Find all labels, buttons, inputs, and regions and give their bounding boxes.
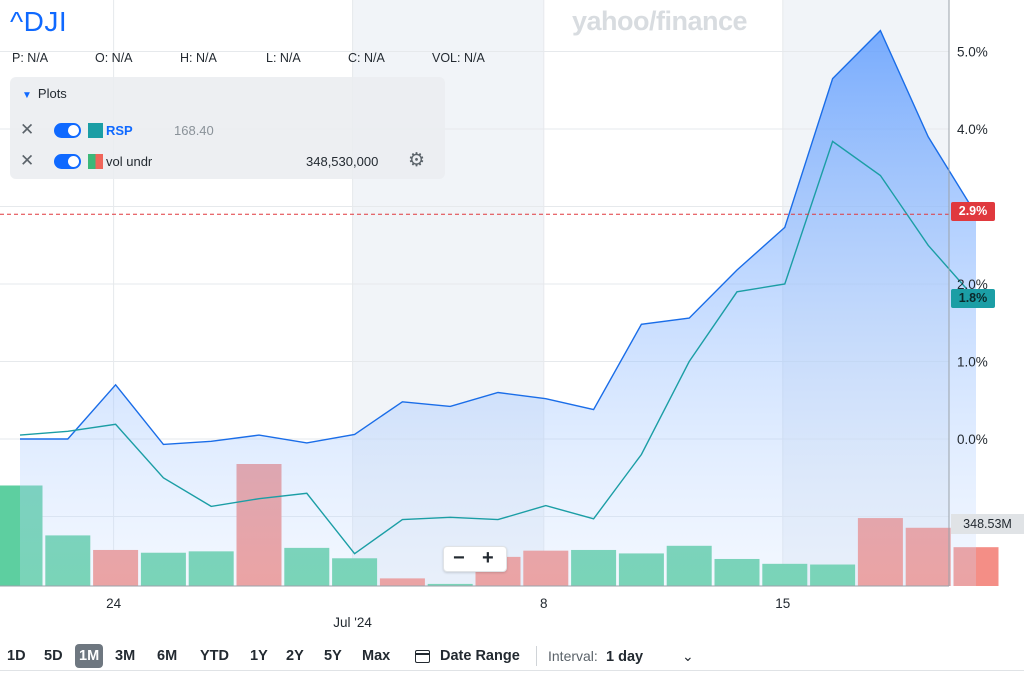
plots-toggle[interactable]: ▼ Plots	[22, 86, 67, 101]
interval-label: Interval:	[548, 648, 598, 664]
main-series-line	[20, 29, 977, 446]
y-tick-label: 2.0%	[957, 277, 988, 292]
ticker-symbol: ^DJI	[10, 6, 68, 37]
calendar-icon[interactable]	[415, 650, 430, 663]
interval-select[interactable]: 1 day	[606, 649, 644, 665]
ohlc-value: N/A	[363, 51, 385, 65]
x-tick-label: 8	[540, 596, 548, 611]
ohlc-field: L: N/A	[266, 51, 301, 65]
ohlc-field: P: N/A	[12, 51, 48, 65]
yahoo-finance-watermark: yahoo/finance	[572, 6, 748, 36]
ohlc-label: VOL:	[432, 51, 464, 65]
ohlc-field: H: N/A	[180, 51, 217, 65]
triangle-down-icon: ▼	[22, 90, 32, 101]
range-button-5d[interactable]: 5D	[44, 648, 63, 664]
ohlc-value: N/A	[279, 51, 301, 65]
y-tick-label: 4.0%	[957, 122, 988, 137]
plots-legend-panel: ▼ Plots ✕ RSP 168.40 ✕ vol undr 348,530,0…	[10, 77, 445, 179]
range-button-1y[interactable]: 1Y	[250, 648, 268, 664]
ohlc-field: VOL: N/A	[432, 51, 485, 65]
volume-color-swatch[interactable]	[88, 154, 103, 169]
ohlc-value: N/A	[463, 51, 485, 65]
bottom-divider	[0, 670, 1024, 671]
compare-series-line	[19, 140, 977, 555]
x-tick-label: 24	[106, 596, 122, 611]
ohlc-field: C: N/A	[348, 51, 385, 65]
ohlc-label: H:	[180, 51, 196, 65]
ohlc-label: O:	[95, 51, 112, 65]
gear-icon[interactable]: ⚙	[408, 150, 426, 171]
y-tick-label: 0.0%	[957, 432, 988, 447]
volume-label: vol undr	[106, 154, 153, 169]
x-tick-label: 15	[775, 596, 790, 611]
ohlc-value: N/A	[27, 51, 49, 65]
range-button-ytd[interactable]: YTD	[200, 648, 229, 664]
rsp-value: 168.40	[174, 123, 214, 138]
date-range-button[interactable]: Date Range	[440, 648, 520, 664]
main-series-area	[20, 30, 976, 587]
volume-value: 348,530,000	[306, 154, 379, 169]
plot-row-volume: ✕ vol undr 348,530,000 ⚙	[10, 150, 445, 174]
zoom-controls: − +	[443, 546, 507, 572]
zoom-out-button[interactable]: −	[453, 547, 465, 569]
range-toolbar: 1D 5D 1M 3M 6M YTD 1Y 2Y 5Y Max Date Range Interv…	[0, 638, 1024, 670]
range-button-6m[interactable]: 6M	[157, 648, 178, 664]
range-button-1m[interactable]: 1M	[75, 644, 104, 668]
remove-rsp-close-icon[interactable]: ✕	[20, 120, 35, 139]
y-tick-label: 1.0%	[957, 355, 988, 370]
zoom-in-button[interactable]: +	[482, 547, 494, 569]
range-button-1d[interactable]: 1D	[7, 648, 26, 664]
rsp-label[interactable]: RSP	[106, 123, 133, 138]
range-button-5y[interactable]: 5Y	[324, 648, 342, 664]
volume-tag: 348.53M	[951, 514, 1024, 534]
rsp-color-swatch[interactable]	[88, 123, 103, 138]
plots-title: Plots	[37, 86, 67, 101]
main-price-tag: 2.9%	[951, 202, 995, 221]
chevron-down-icon[interactable]: ⌄	[682, 648, 694, 664]
ohlc-value: N/A	[111, 51, 133, 65]
rsp-visibility-toggle[interactable]	[54, 123, 81, 138]
y-tick-label: 5.0%	[957, 45, 988, 60]
compare-price-tag: 1.8%	[951, 289, 995, 308]
ohlc-field: O: N/A	[95, 51, 133, 65]
ohlc-label: P:	[12, 51, 28, 65]
ohlc-label: C:	[348, 51, 364, 65]
remove-volume-close-icon[interactable]: ✕	[20, 151, 35, 170]
range-button-3m[interactable]: 3M	[115, 648, 136, 664]
plot-row-rsp: ✕ RSP 168.40	[10, 119, 445, 143]
range-button-2y[interactable]: 2Y	[286, 648, 304, 664]
ohlc-label: L:	[266, 51, 280, 65]
toolbar-divider	[536, 646, 537, 666]
ohlc-value: N/A	[195, 51, 217, 65]
range-button-max[interactable]: Max	[362, 648, 391, 664]
volume-visibility-toggle[interactable]	[54, 154, 81, 169]
x-tick-label: Jul '24	[333, 615, 372, 630]
